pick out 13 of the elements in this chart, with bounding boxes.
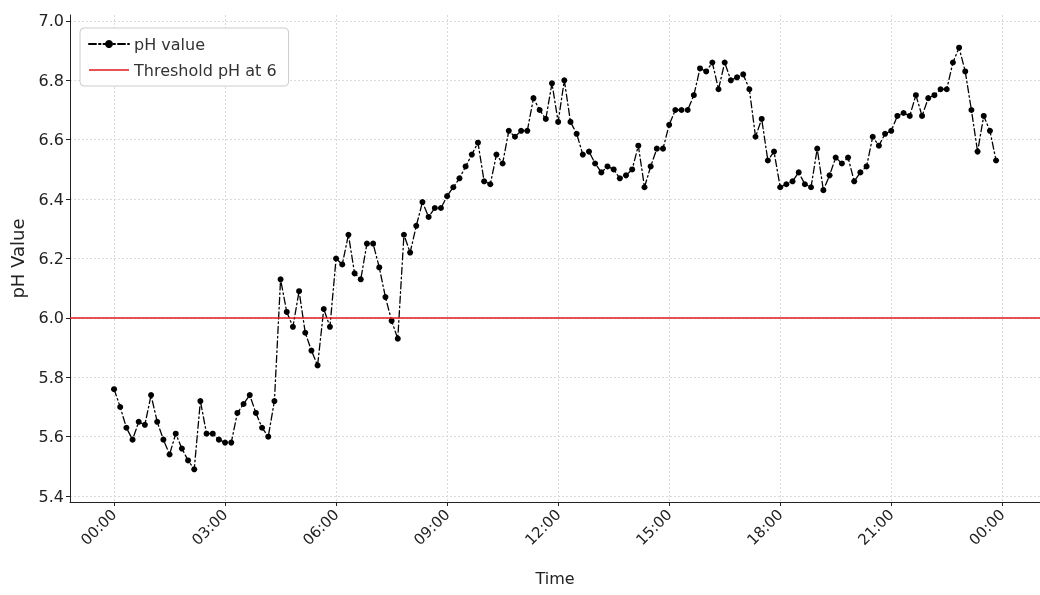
- y-tick-label: 6.2: [38, 249, 64, 268]
- legend-label: Threshold pH at 6: [133, 60, 277, 80]
- legend-label: pH value: [134, 34, 205, 54]
- y-tick-label: 6.6: [38, 130, 64, 150]
- y-tick-label: 6.8: [38, 70, 64, 90]
- y-tick-label: 6.4: [38, 189, 64, 209]
- y-tick-label: 5.8: [38, 367, 64, 387]
- y-tick-label: 5.4: [38, 486, 64, 506]
- y-axis-title: pH Value: [6, 218, 28, 299]
- y-tick-label: 7.0: [38, 11, 64, 31]
- y-tick-label: 6.0: [38, 308, 64, 328]
- y-tick-label: 5.6: [38, 427, 64, 447]
- x-axis-title: Time: [534, 568, 575, 588]
